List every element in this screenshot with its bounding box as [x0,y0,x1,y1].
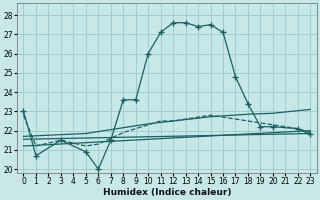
X-axis label: Humidex (Indice chaleur): Humidex (Indice chaleur) [103,188,231,197]
